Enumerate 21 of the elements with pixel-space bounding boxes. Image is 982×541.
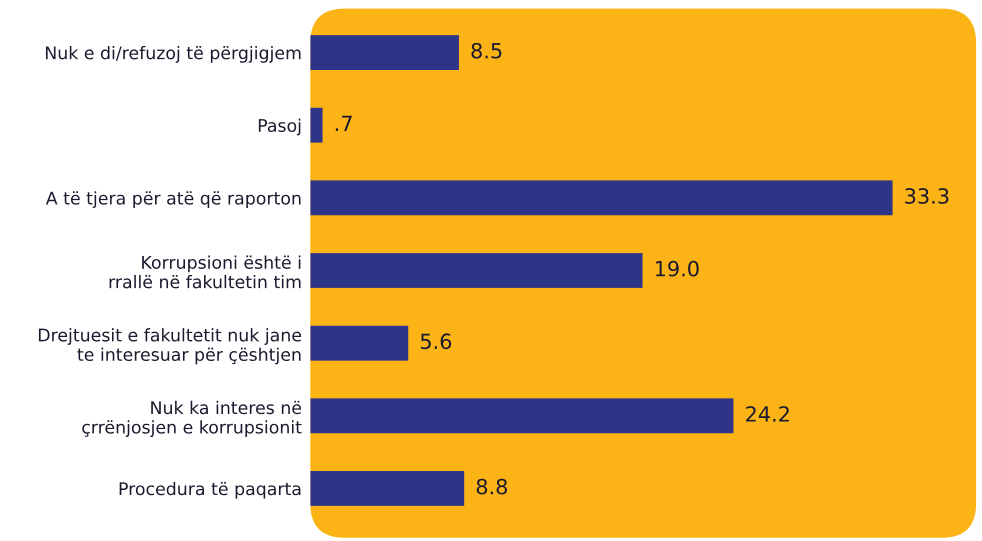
y-tick-label: Pasoj (258, 118, 300, 136)
y-tick-label: Korrupsioni është i rrallë në fakultetin tim (110, 256, 301, 288)
bar (310, 326, 408, 361)
y-tick-label: Nuk ka interes në çrrënjosjen e korrupsionit (82, 400, 302, 438)
bar (310, 108, 323, 143)
y-tick-label: A të tjera për atë që raporton (46, 191, 301, 208)
bar (310, 253, 643, 288)
y-tick-label: Procedura të paqarta (120, 482, 300, 499)
data-label: 8.8 (476, 478, 507, 494)
data-label: 24.2 (746, 406, 789, 422)
data-label: 5.6 (420, 333, 452, 350)
bar (310, 398, 734, 434)
bar (310, 471, 464, 506)
bar (310, 180, 893, 216)
y-tick-label: Nuk e di/refuzoj të përgjigjem (46, 46, 301, 63)
data-label: .7 (336, 116, 352, 131)
bar (310, 35, 459, 70)
y-tick-label: Drejtuesit e fakultetit nuk jane te interesuar për çështjen (38, 328, 302, 364)
data-label: 33.3 (905, 188, 948, 204)
data-label: 8.5 (471, 42, 502, 59)
data-label: 19.0 (656, 260, 699, 277)
